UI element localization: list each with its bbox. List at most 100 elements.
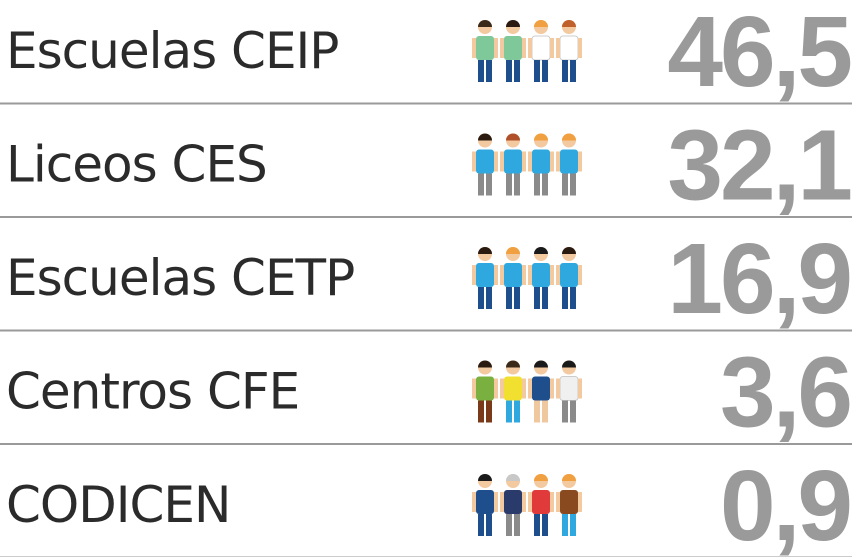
- leg-left: [534, 60, 540, 82]
- row-label: Escuelas CEIP: [6, 22, 338, 80]
- leg-right: [486, 60, 492, 82]
- shirt: [476, 150, 494, 174]
- leg-left: [506, 514, 512, 536]
- arm-left: [556, 379, 560, 399]
- row: Escuelas CEIP 46,5: [0, 0, 852, 108]
- leg-left: [506, 287, 512, 309]
- arm-right: [578, 38, 582, 58]
- leg-left: [506, 174, 512, 196]
- arm-right: [578, 152, 582, 172]
- arm-right: [550, 492, 554, 512]
- leg-left: [478, 514, 484, 536]
- arm-right: [494, 492, 498, 512]
- shirt: [504, 36, 522, 60]
- page: {"rows": [ {"label": "Escuelas CEIP", "v…: [0, 0, 852, 557]
- arm-left: [500, 38, 504, 58]
- arm-right: [578, 265, 582, 285]
- leg-right: [486, 287, 492, 309]
- leg-left: [478, 174, 484, 196]
- arm-right: [494, 38, 498, 58]
- arm-right: [522, 379, 526, 399]
- hair: [506, 20, 520, 27]
- hair: [534, 247, 548, 254]
- row-value: 16,9: [667, 223, 850, 335]
- hair: [562, 20, 576, 27]
- arm-left: [528, 38, 532, 58]
- leg-right: [514, 174, 520, 196]
- shirt: [560, 490, 578, 514]
- row-value: 0,9: [720, 450, 850, 557]
- arm-right: [550, 265, 554, 285]
- leg-left: [562, 401, 568, 423]
- hair: [534, 361, 548, 368]
- shirt: [532, 490, 550, 514]
- leg-right: [542, 60, 548, 82]
- row-value: 3,6: [720, 337, 850, 449]
- shirt: [504, 490, 522, 514]
- leg-left: [562, 287, 568, 309]
- arm-left: [556, 492, 560, 512]
- leg-left: [534, 174, 540, 196]
- arm-left: [500, 492, 504, 512]
- hair: [506, 474, 520, 481]
- hair: [562, 247, 576, 254]
- arm-left: [472, 265, 476, 285]
- leg-left: [534, 401, 540, 423]
- arm-left: [500, 152, 504, 172]
- arm-left: [528, 492, 532, 512]
- arm-left: [500, 379, 504, 399]
- shirt: [476, 490, 494, 514]
- people-icon: [472, 247, 582, 309]
- arm-right: [494, 152, 498, 172]
- leg-right: [514, 514, 520, 536]
- arm-left: [528, 152, 532, 172]
- hair: [562, 474, 576, 481]
- arm-left: [556, 265, 560, 285]
- leg-left: [478, 60, 484, 82]
- shirt: [532, 150, 550, 174]
- shirt: [532, 263, 550, 287]
- leg-right: [570, 60, 576, 82]
- arm-right: [522, 265, 526, 285]
- hair: [478, 474, 492, 481]
- arm-left: [472, 379, 476, 399]
- shirt: [476, 263, 494, 287]
- hair: [534, 20, 548, 27]
- shirt: [476, 377, 494, 401]
- arm-left: [556, 38, 560, 58]
- leg-right: [570, 401, 576, 423]
- leg-right: [486, 174, 492, 196]
- shirt: [504, 377, 522, 401]
- shirt: [560, 377, 578, 401]
- people-icon: [472, 361, 582, 423]
- shirt: [476, 36, 494, 60]
- row-label: Centros CFE: [6, 363, 299, 421]
- leg-left: [534, 514, 540, 536]
- row: Centros CFE 3,6: [0, 337, 852, 449]
- shirt: [504, 150, 522, 174]
- leg-right: [570, 287, 576, 309]
- arm-left: [528, 265, 532, 285]
- arm-right: [550, 379, 554, 399]
- shirt: [504, 263, 522, 287]
- row-value: 46,5: [667, 0, 850, 108]
- leg-left: [506, 401, 512, 423]
- arm-right: [550, 152, 554, 172]
- people-icon: [472, 474, 582, 536]
- leg-right: [514, 401, 520, 423]
- leg-right: [570, 174, 576, 196]
- leg-right: [542, 287, 548, 309]
- arm-left: [500, 265, 504, 285]
- leg-left: [562, 514, 568, 536]
- leg-left: [478, 287, 484, 309]
- row-label: Escuelas CETP: [6, 249, 354, 307]
- hair: [534, 134, 548, 141]
- shirt: [532, 36, 550, 60]
- leg-right: [514, 60, 520, 82]
- hair: [478, 134, 492, 141]
- people-icon: [472, 134, 582, 196]
- hair: [506, 134, 520, 141]
- hair: [506, 361, 520, 368]
